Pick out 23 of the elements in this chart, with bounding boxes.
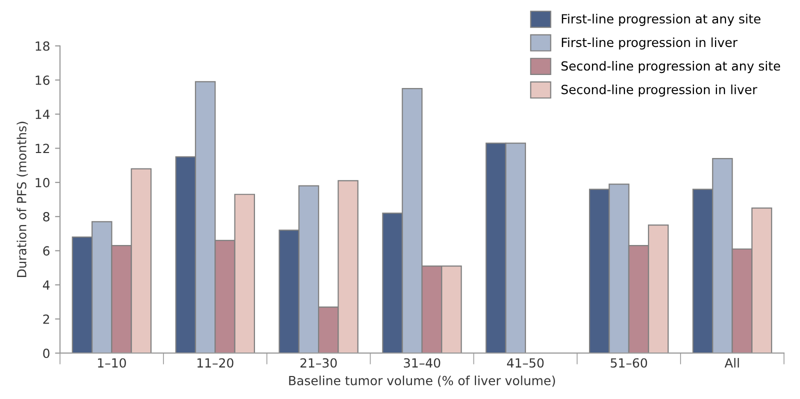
- y-tick-label: 18: [36, 41, 50, 51]
- x-tick-label: All: [724, 358, 739, 368]
- y-tick-label: 16: [36, 75, 50, 85]
- x-tick-label: 1–10: [98, 358, 126, 368]
- y-tick-label: 10: [36, 178, 50, 188]
- y-tick-label: 4: [42, 280, 50, 290]
- y-axis-title: Duration of PFS (months): [16, 122, 28, 278]
- x-tick-label: 51–60: [610, 358, 648, 368]
- y-tick-label: 8: [43, 212, 50, 222]
- y-tick-label: 0: [43, 348, 50, 358]
- y-tick-label: 14: [36, 110, 50, 119]
- y-tick-label: 6: [43, 246, 50, 256]
- x-tick-label: 31–40: [404, 358, 440, 368]
- legend-label: Second-line progression in liver: [562, 84, 758, 97]
- y-tick-label: 2: [43, 314, 50, 324]
- legend-label: First-line progression in liver: [562, 37, 738, 50]
- x-tick-label: 41–50: [507, 358, 544, 368]
- x-tick-label: 11–20: [197, 358, 234, 368]
- legend-label: Second-line progression at any site: [562, 61, 780, 74]
- x-axis-title: Baseline tumor volume (% of liver volume): [289, 376, 555, 387]
- legend-label: First-line progression at any site: [562, 14, 760, 26]
- y-tick-label: 12: [36, 144, 50, 154]
- x-tick-label: 21–30: [300, 358, 337, 368]
